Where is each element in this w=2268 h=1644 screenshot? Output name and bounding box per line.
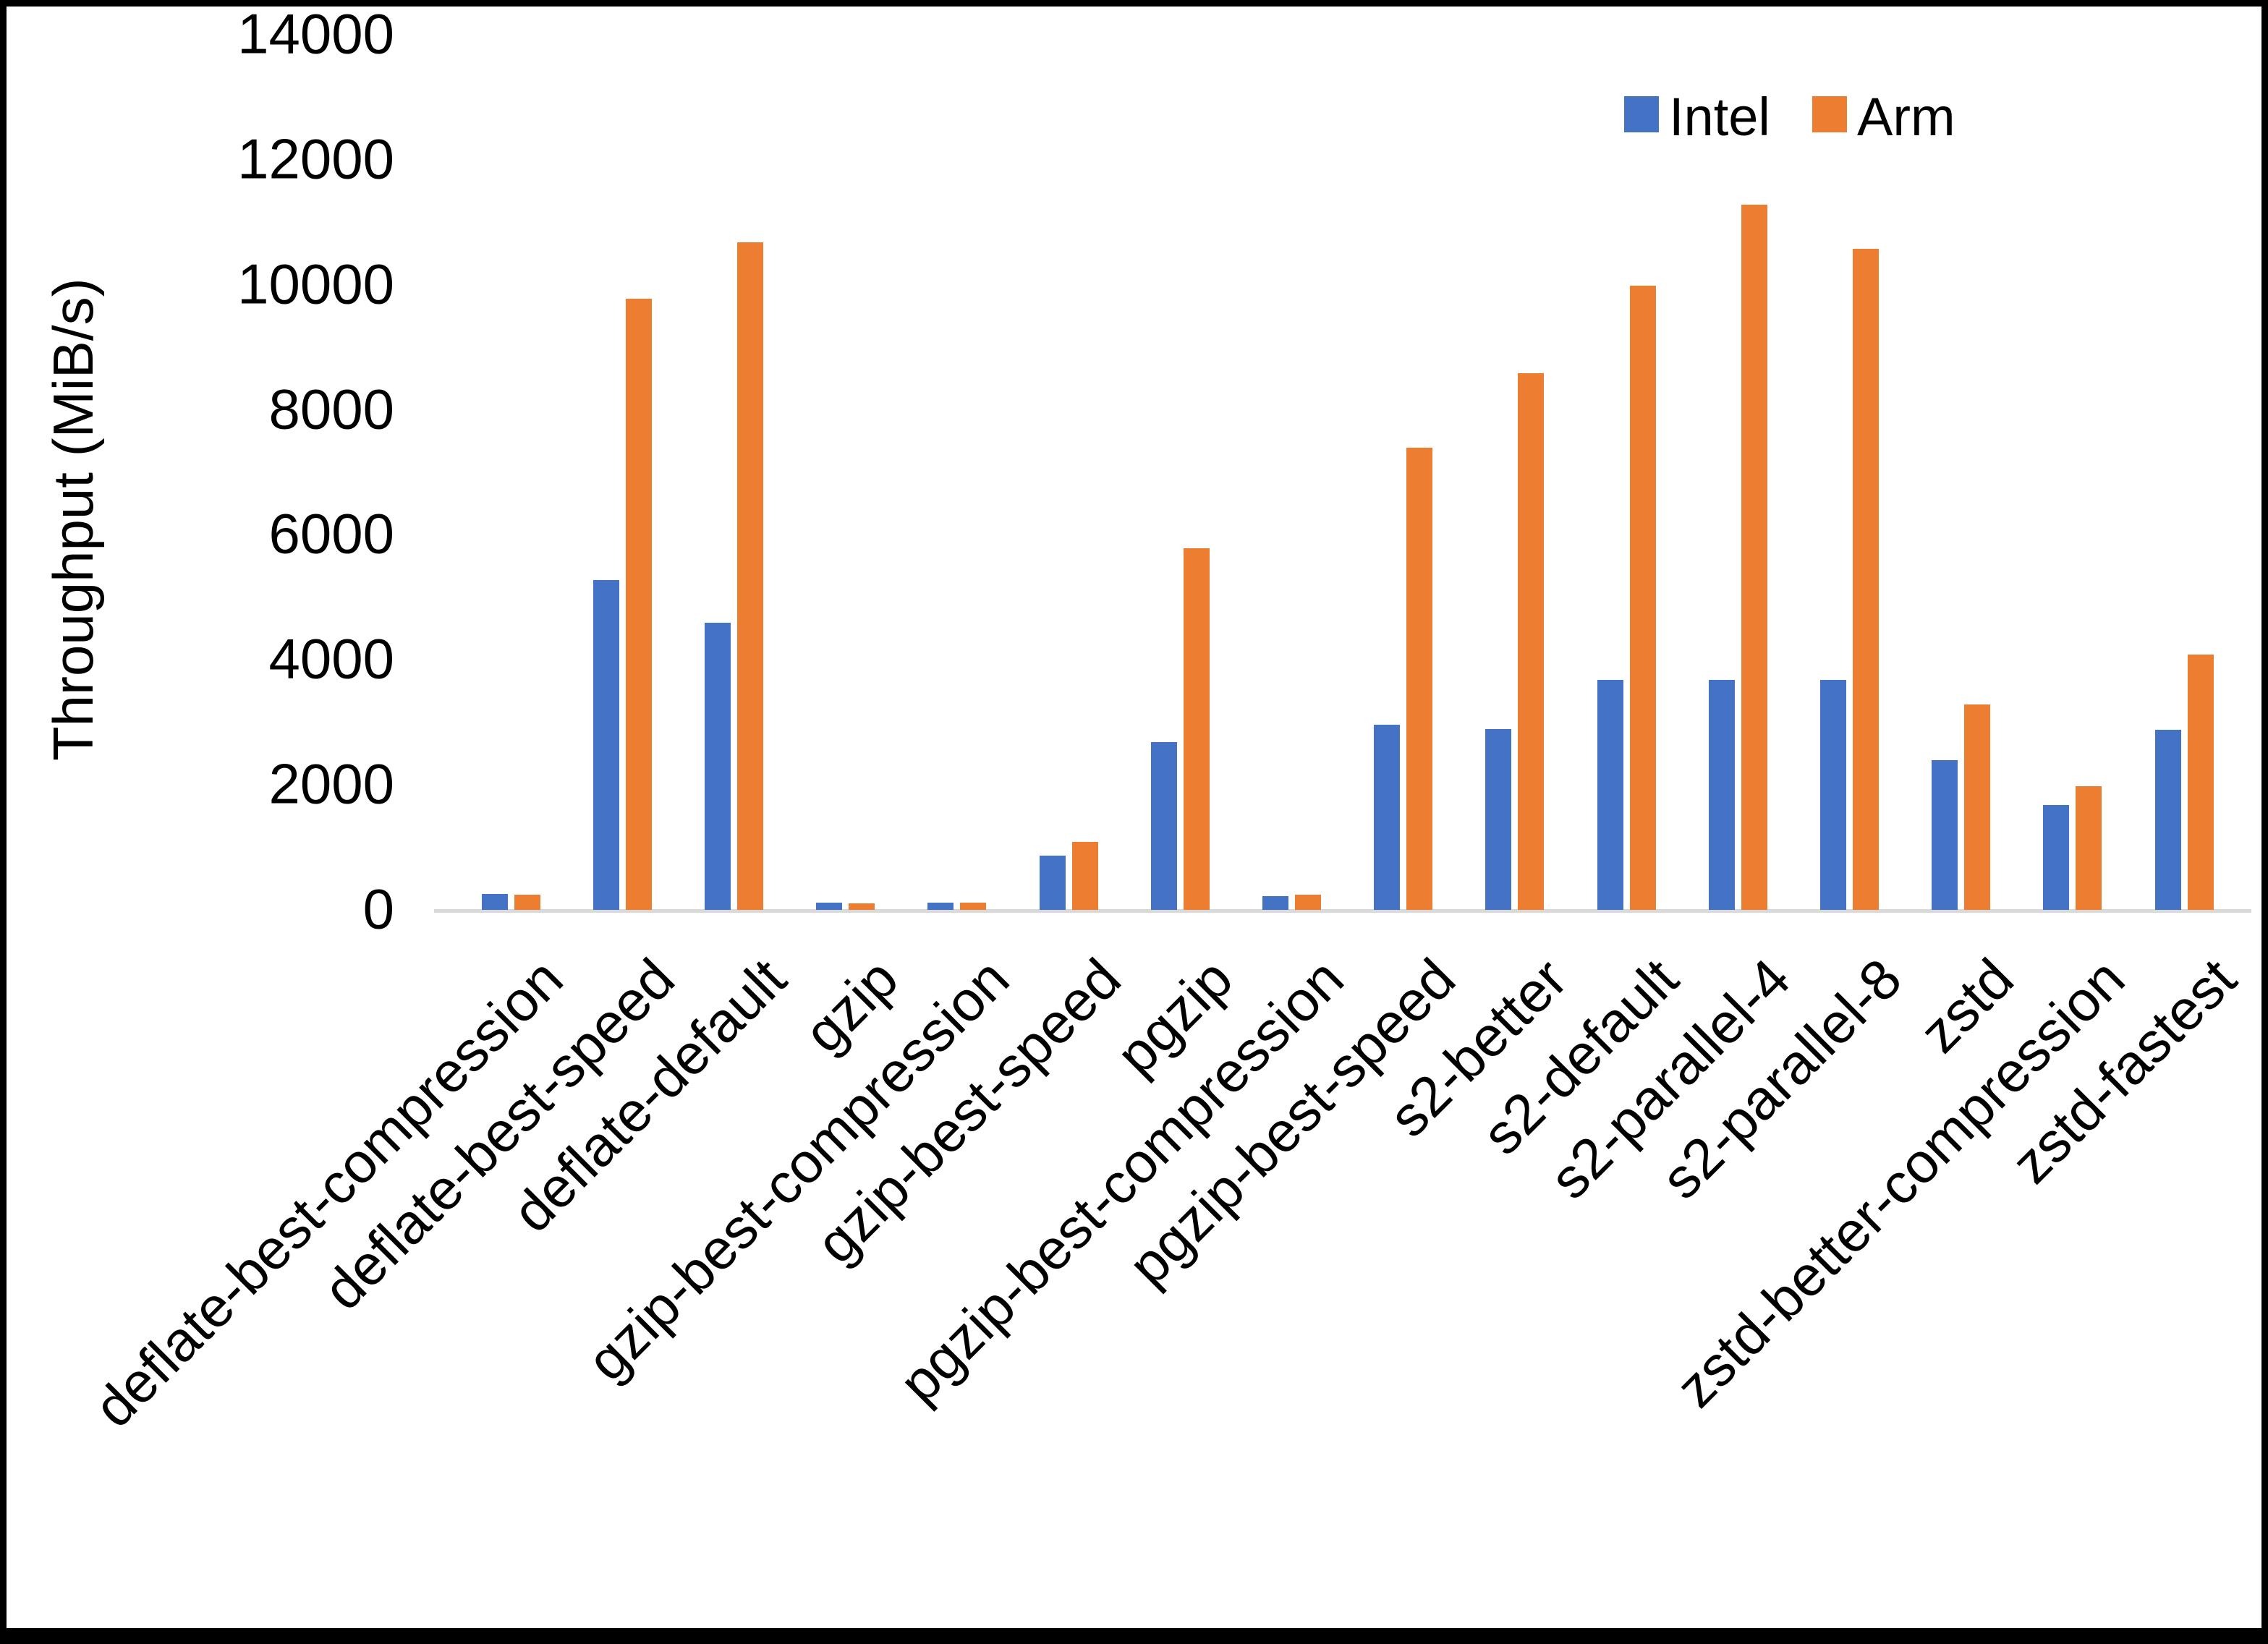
bar-intel-zstd-better-compression <box>2043 805 2069 910</box>
bar-arm-pgzip-best-compression <box>1295 895 1321 910</box>
bar-arm-gzip <box>849 903 875 910</box>
bar-intel-pgzip-best-speed <box>1374 725 1400 910</box>
bar-arm-zstd-better-compression <box>2076 786 2102 910</box>
bar-arm-gzip-best-compression <box>960 903 986 910</box>
bar-arm-deflate-default <box>737 242 763 910</box>
bar-intel-gzip-best-compression <box>927 903 954 910</box>
y-axis-tick-label: 10000 <box>237 252 394 316</box>
y-axis-tick-label: 4000 <box>268 626 394 691</box>
bar-intel-zstd-fastest <box>2155 730 2181 910</box>
x-axis-category-label: deflate-best-compression <box>82 946 575 1439</box>
y-axis-tick-label: 6000 <box>268 501 394 566</box>
bar-arm-pgzip-best-speed <box>1406 448 1432 910</box>
legend-swatch-arm-icon <box>1812 96 1847 132</box>
bar-intel-s2-default <box>1597 680 1623 910</box>
bar-intel-deflate-best-speed <box>593 580 619 910</box>
bar-intel-gzip-best-speed <box>1040 856 1066 910</box>
bar-intel-s2-parallel-4 <box>1709 680 1735 910</box>
bar-arm-zstd <box>1964 704 1990 910</box>
bar-intel-pgzip <box>1151 742 1177 910</box>
y-axis-tick-label: 0 <box>362 877 394 941</box>
y-axis-tick-label: 12000 <box>237 127 394 191</box>
bar-arm-s2-better <box>1518 373 1544 910</box>
bar-arm-s2-parallel-4 <box>1741 205 1767 910</box>
legend-swatch-intel-icon <box>1624 96 1659 132</box>
bar-arm-deflate-best-compression <box>514 895 540 910</box>
y-axis-tick-label: 2000 <box>268 751 394 816</box>
y-axis-tick-label: 8000 <box>268 377 394 441</box>
bar-intel-zstd <box>1932 760 1958 910</box>
bar-arm-zstd-fastest <box>2188 655 2214 910</box>
x-axis-line <box>434 909 2251 913</box>
bar-intel-s2-parallel-8 <box>1820 680 1846 910</box>
y-axis-tick-label: 14000 <box>237 1 394 66</box>
legend-label-arm: Arm <box>1857 87 1955 147</box>
bar-arm-pgzip <box>1184 548 1210 910</box>
bar-arm-s2-default <box>1630 286 1656 910</box>
bar-arm-deflate-best-speed <box>626 299 652 910</box>
bar-intel-s2-better <box>1485 729 1511 910</box>
bar-intel-deflate-best-compression <box>482 894 508 910</box>
bar-intel-deflate-default <box>705 623 731 910</box>
bar-intel-gzip <box>816 903 842 910</box>
legend-label-intel: Intel <box>1669 87 1770 147</box>
bar-arm-gzip-best-speed <box>1072 842 1098 910</box>
bar-arm-s2-parallel-8 <box>1853 249 1879 910</box>
bar-intel-pgzip-best-compression <box>1262 896 1288 910</box>
y-axis-title: Throughput (MiB/s) <box>41 278 105 761</box>
